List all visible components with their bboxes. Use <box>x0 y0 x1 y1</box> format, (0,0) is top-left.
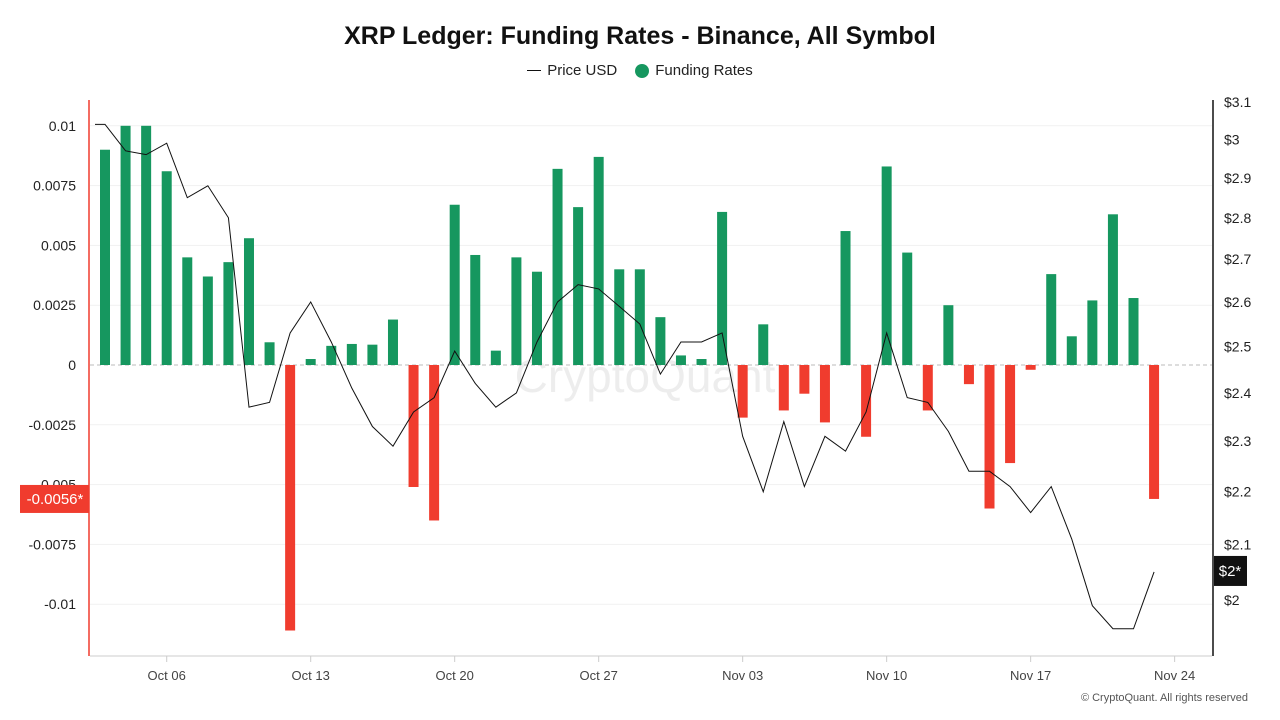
funding-rate-bar <box>285 365 296 631</box>
funding-rate-bar <box>717 211 728 365</box>
funding-rate-bar <box>737 365 748 418</box>
funding-rate-bar <box>593 156 604 365</box>
legend-funding-label: Funding Rates <box>655 62 753 79</box>
y-left-tick-label: 0.01 <box>49 118 76 134</box>
y-right-tick-label: $2.8 <box>1224 210 1251 226</box>
funding-rate-bar <box>387 319 398 365</box>
y-left-tick-label: -0.0025 <box>29 417 77 433</box>
funding-rate-bar <box>470 254 481 365</box>
funding-rate-bar <box>902 252 913 365</box>
price-line <box>95 123 1155 630</box>
funding-rate-bar <box>922 365 933 411</box>
y-left-tick-label: 0.005 <box>41 237 76 253</box>
funding-rate-bar <box>1087 300 1098 365</box>
funding-rate-bar <box>881 166 892 365</box>
x-tick-label: Oct 13 <box>292 668 330 683</box>
copyright: © CryptoQuant. All rights reserved <box>1080 692 1248 704</box>
x-tick-label: Nov 17 <box>1010 668 1051 683</box>
funding-rate-bar <box>1025 365 1036 370</box>
y-right-tick-label: $2.3 <box>1224 433 1251 449</box>
y-right-tick-label: $2.5 <box>1224 339 1251 355</box>
funding-rate-bar <box>963 365 974 385</box>
funding-rate-bar <box>182 257 193 365</box>
funding-rate-bar <box>634 269 645 365</box>
funding-rate-bar <box>367 344 378 365</box>
funding-rate-bar <box>778 365 789 411</box>
funding-rate-bar <box>758 324 769 365</box>
funding-rate-bar <box>120 125 131 365</box>
funding-rate-bar <box>861 365 872 437</box>
funding-rate-bar <box>531 271 542 365</box>
y-right-tick-label: $2.9 <box>1224 170 1251 186</box>
funding-rate-bar <box>655 317 666 365</box>
x-tick-label: Oct 20 <box>436 668 474 683</box>
legend-price-label: Price USD <box>547 62 618 79</box>
funding-rate-bar <box>141 125 152 365</box>
funding-rate-bar <box>408 365 419 487</box>
funding-rate-bar <box>490 350 501 365</box>
funding-rate-bar <box>100 149 110 365</box>
funding-rate-bar <box>1107 214 1118 365</box>
funding-rate-bar <box>1149 365 1160 499</box>
legend: Price USD Funding Rates <box>0 62 1280 79</box>
funding-rate-bar <box>202 276 213 365</box>
funding-rate-bar <box>614 269 625 365</box>
funding-rate-bar <box>1046 274 1057 365</box>
funding-rate-bar <box>819 365 830 423</box>
funding-rate-bar <box>449 204 460 365</box>
y-right-tick-label: $2.4 <box>1224 385 1251 401</box>
chart-title: XRP Ledger: Funding Rates - Binance, All… <box>344 22 936 50</box>
x-tick-label: Oct 27 <box>580 668 618 683</box>
y-right-tick-label: $2 <box>1224 592 1240 608</box>
y-left-tick-label: 0.0025 <box>33 297 76 313</box>
y-right-tick-label: $3.1 <box>1224 94 1251 110</box>
funding-rate-bar <box>264 342 275 365</box>
y-left-tick-label: -0.01 <box>44 596 76 612</box>
funding-rate-bar <box>573 207 584 365</box>
funding-rate-bar <box>984 365 995 509</box>
funding-rate-bar <box>696 359 707 365</box>
dot-swatch-icon <box>635 63 650 78</box>
funding-rate-bar <box>223 262 234 365</box>
x-tick-label: Nov 24 <box>1154 668 1195 683</box>
y-right-tick-label: $2.7 <box>1224 251 1251 267</box>
funding-rate-bar <box>326 345 337 365</box>
y-right-tick-label: $3 <box>1224 131 1240 147</box>
x-tick-label: Nov 10 <box>866 668 907 683</box>
funding-rate-bar <box>305 359 316 365</box>
y-right-tick-label: $2.6 <box>1224 294 1251 310</box>
legend-funding[interactable]: Funding Rates <box>635 62 753 79</box>
funding-rate-bar <box>552 168 563 365</box>
funding-rate-bar <box>840 231 851 365</box>
funding-rate-bar <box>799 365 810 394</box>
current-funding-badge <box>20 484 89 513</box>
funding-rate-bar <box>1066 336 1077 365</box>
funding-rate-bar <box>161 171 172 365</box>
legend-price[interactable]: Price USD <box>527 62 617 79</box>
funding-rate-bar <box>346 343 357 365</box>
line-swatch-icon <box>527 70 542 71</box>
y-left-tick-label: -0.0075 <box>29 536 77 552</box>
funding-rate-bar <box>675 355 686 365</box>
funding-rate-bar <box>1005 365 1016 464</box>
funding-rate-bar <box>429 365 440 521</box>
y-left-tick-label: 0 <box>68 357 76 373</box>
x-tick-label: Oct 06 <box>148 668 186 683</box>
current-price-badge <box>1214 555 1247 586</box>
funding-rate-bar <box>511 257 522 365</box>
current-funding-label: -0.0056* <box>27 491 84 508</box>
y-left-tick-label: 0.0075 <box>33 178 76 194</box>
funding-rate-bar <box>943 305 954 365</box>
funding-rate-bar <box>243 238 254 365</box>
y-right-tick-label: $2.2 <box>1224 484 1251 500</box>
current-price-label: $2* <box>1219 563 1242 580</box>
funding-rate-bar <box>1128 298 1139 365</box>
y-right-tick-label: $2.1 <box>1224 537 1251 553</box>
x-tick-label: Nov 03 <box>722 668 763 683</box>
